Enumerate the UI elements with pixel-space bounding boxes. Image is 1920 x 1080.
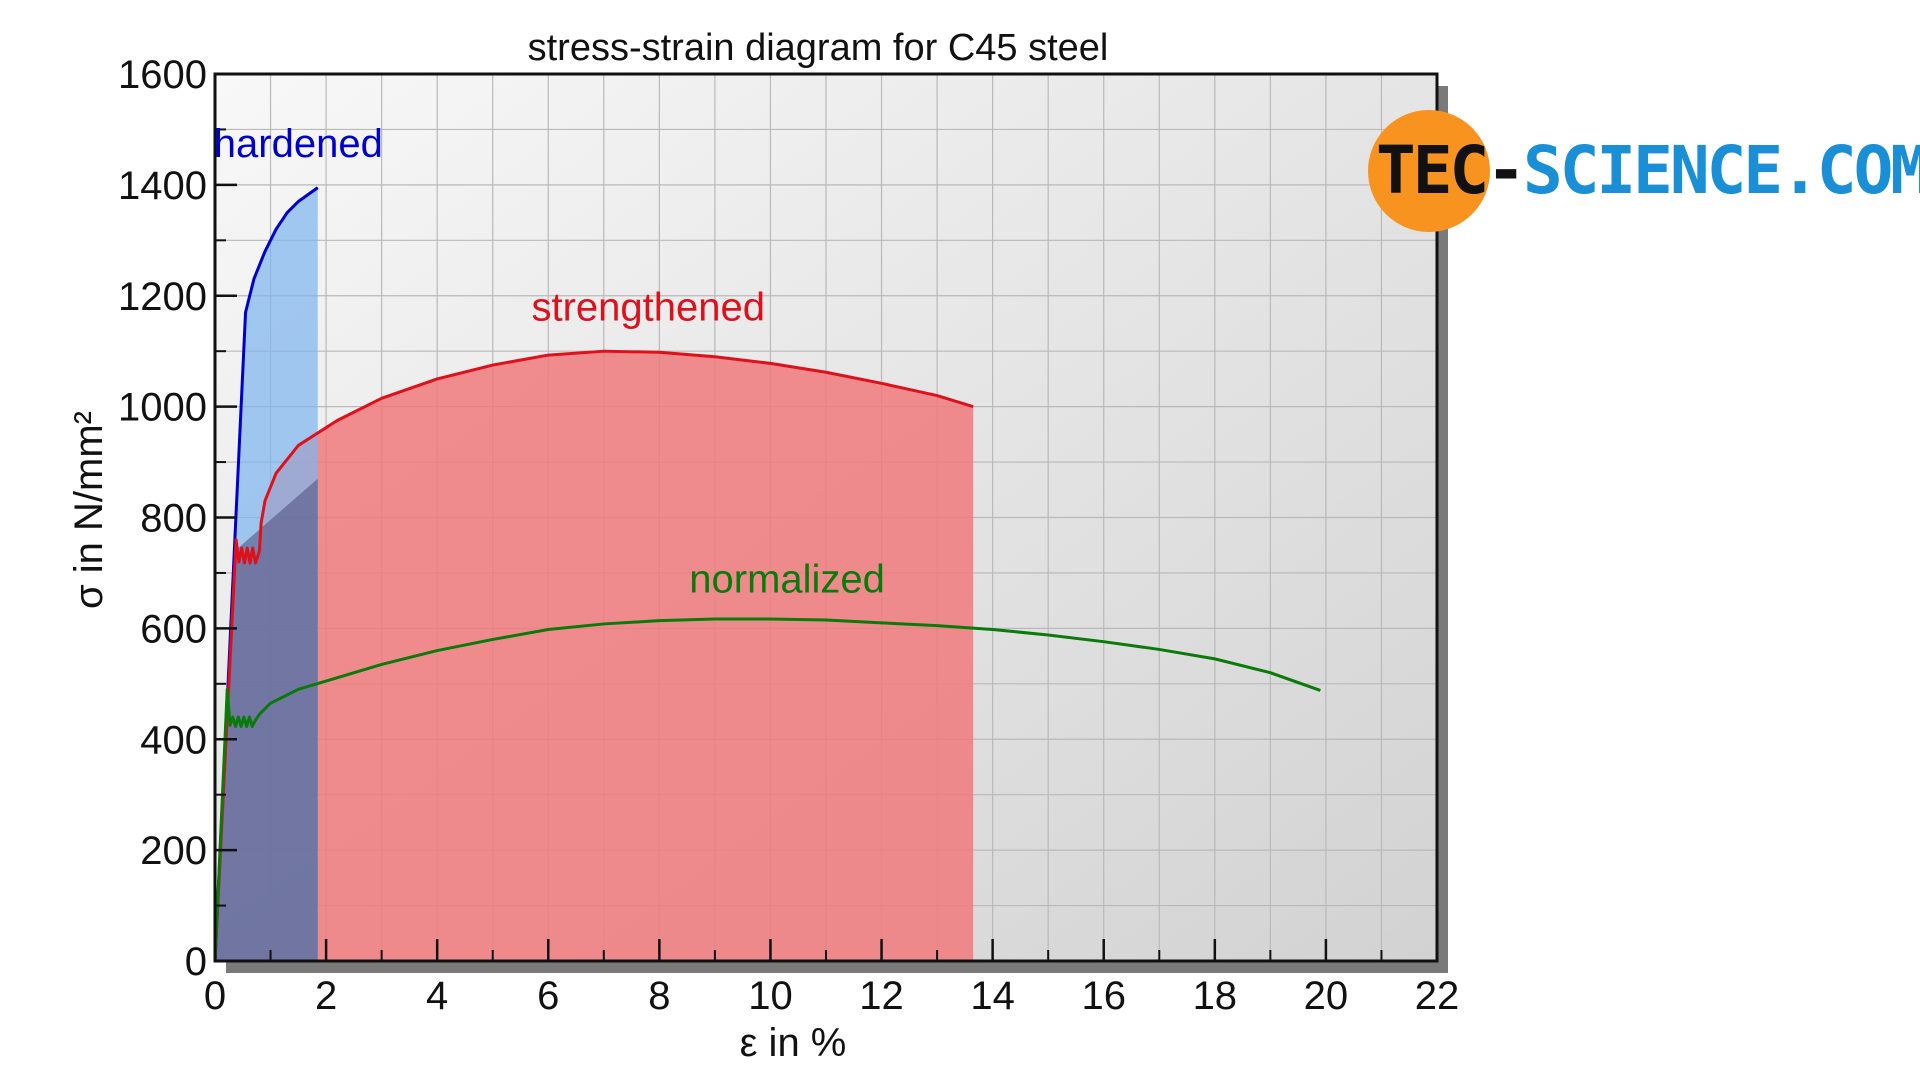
line-normalized	[213, 617, 1321, 962]
series-label-strengthened: strengthened	[531, 286, 765, 330]
y-tick-label: 400	[140, 718, 207, 762]
series-label-hardened: hardened	[214, 122, 383, 166]
y-tick-label: 800	[140, 497, 207, 541]
x-tick-label: 22	[1415, 974, 1460, 1018]
x-tick-label: 20	[1304, 974, 1349, 1018]
y-tick-label: 1200	[118, 275, 207, 319]
logo-text-dark: TEC-	[1376, 132, 1526, 209]
x-tick-label: 2	[315, 974, 337, 1018]
x-tick-label: 14	[970, 974, 1015, 1018]
logo-circle	[1368, 110, 1490, 232]
fill-overlap	[215, 478, 318, 961]
line-hardened	[213, 186, 319, 962]
series-label-normalized: normalized	[689, 557, 885, 601]
y-tick-label: 0	[185, 940, 207, 984]
chart-title: stress-strain diagram for C45 steel	[528, 27, 1109, 69]
x-tick-label: 0	[204, 974, 226, 1018]
x-tick-label: 4	[426, 974, 448, 1018]
series-fills	[215, 187, 974, 962]
y-axis-label: σ in N/mm²	[67, 411, 111, 609]
x-tick-label: 16	[1081, 974, 1126, 1018]
x-tick-label: 8	[648, 974, 670, 1018]
tec-science-logo: TEC-SCIENCE.COM	[1368, 110, 1920, 232]
logo-text-blue: SCIENCE.COM	[1522, 132, 1920, 209]
series-labels: hardened strengthened normalized	[214, 122, 885, 601]
y-tick-label: 1600	[118, 53, 207, 97]
logo-text: TEC-SCIENCE.COM	[1376, 132, 1920, 210]
line-strengthened	[213, 349, 974, 962]
x-tick-label: 18	[1193, 974, 1238, 1018]
series-lines	[213, 186, 1321, 962]
y-tick-label: 200	[140, 829, 207, 873]
y-tick-label: 600	[140, 607, 207, 651]
y-tick-label: 1000	[118, 386, 207, 430]
x-tick-label: 10	[748, 974, 793, 1018]
x-tick-label: 6	[537, 974, 559, 1018]
y-tick-label: 1400	[118, 164, 207, 208]
x-axis-label: ε in %	[740, 1021, 847, 1065]
x-tick-label: 12	[859, 974, 904, 1018]
axis-ticks: 0 2 4 6 8 10 12 14 16 18 20 22 0 200 400 600 800 1000 1200…	[118, 53, 1459, 1018]
fill-strengthened	[215, 351, 974, 961]
